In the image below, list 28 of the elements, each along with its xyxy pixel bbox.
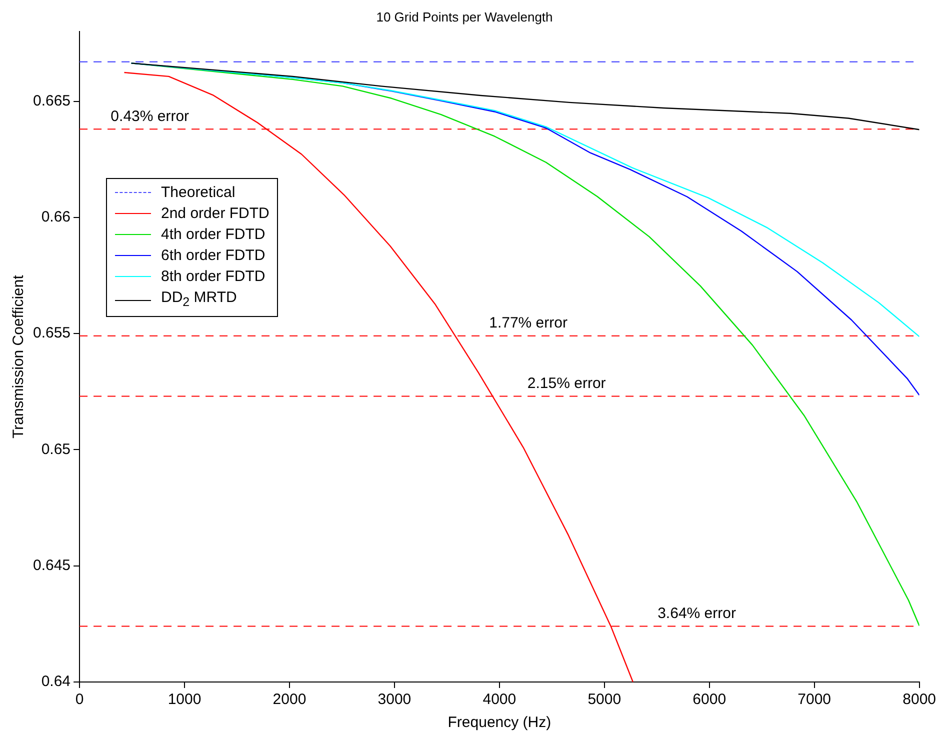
annotation: 2.15% error [527, 374, 606, 392]
y-tick-label: 0.655 [32, 324, 71, 342]
y-tick-label: 0.66 [41, 208, 71, 226]
annotation: 0.43% error [110, 108, 190, 125]
x-tick-label: 2000 [272, 691, 306, 708]
annotation: 1.77% error [489, 314, 568, 332]
legend-label: 6th order FDTD [161, 246, 266, 266]
y-tick-label: 0.64 [41, 673, 71, 690]
x-tick-label: 7000 [798, 691, 832, 708]
legend-label: Theoretical [161, 183, 236, 203]
legend-label: DD$_{2}$ MRTD [161, 288, 237, 311]
x-tick-label: 5000 [588, 691, 622, 708]
x-tick-label: 4000 [482, 691, 516, 708]
legend-label: 2nd order FDTD [161, 204, 270, 224]
chart-title: 10 Grid Points per Wavelength [376, 9, 553, 24]
x-tick-label: 0 [75, 691, 84, 708]
legend-label: 8th order FDTD [161, 267, 266, 287]
x-tick-label: 6000 [692, 691, 726, 708]
x-tick-label: 3000 [378, 691, 412, 708]
x-tick-label: 8000 [902, 691, 936, 708]
y-tick-label: 0.665 [32, 92, 71, 110]
legend-label: 4th order FDTD [161, 225, 266, 245]
x-tick-label: 1000 [168, 691, 202, 708]
y-axis-title: Transmission Coefficient [10, 274, 28, 439]
y-tick-label: 0.65 [41, 440, 71, 458]
y-tick-label: 0.645 [32, 557, 71, 574]
annotation: 3.64% error [658, 604, 736, 622]
x-axis-title: Frequency (Hz) [448, 714, 552, 732]
